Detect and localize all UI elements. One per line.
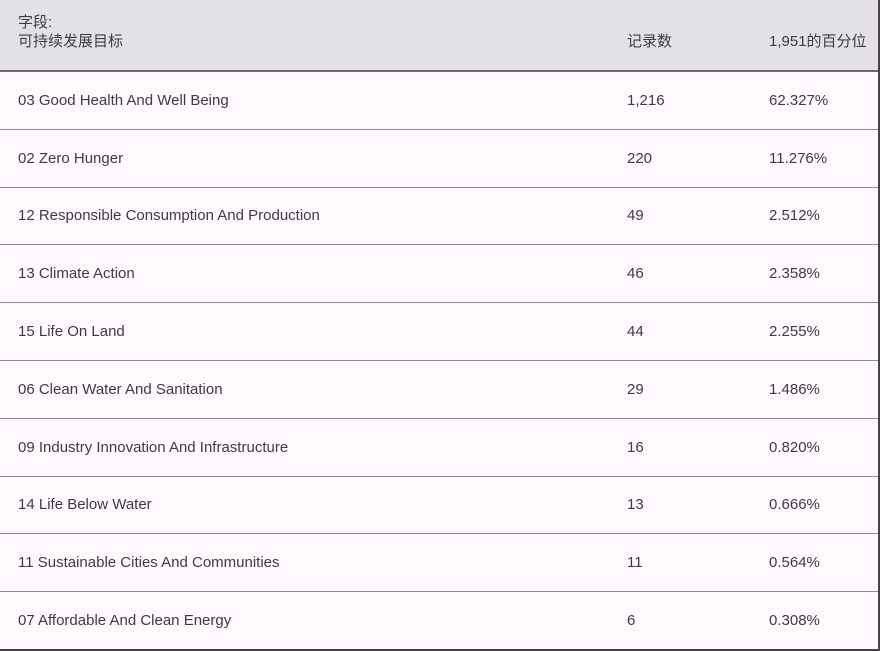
- row-label: 02 Zero Hunger: [18, 149, 124, 167]
- row-records-value: 13: [627, 496, 644, 514]
- table-row[interactable]: 07 Affordable And Clean Energy 6 0.308%: [0, 591, 878, 649]
- row-percent-value: 2.358%: [769, 265, 820, 283]
- row-percent-value: 2.512%: [769, 207, 820, 225]
- table-row[interactable]: 13 Climate Action 46 2.358%: [0, 244, 878, 303]
- column-header-field[interactable]: 字段: 可持续发展目标: [0, 13, 627, 70]
- row-percent-value: 0.820%: [769, 438, 820, 456]
- row-percent-value: 1.486%: [769, 380, 820, 398]
- table-row[interactable]: 12 Responsible Consumption And Productio…: [0, 186, 878, 245]
- row-percent-value: 2.255%: [769, 323, 820, 341]
- row-records-value: 1,216: [627, 91, 665, 109]
- row-label: 06 Clean Water And Sanitation: [18, 380, 223, 398]
- column-header-records[interactable]: 记录数: [627, 33, 673, 50]
- row-label: 13 Climate Action: [18, 265, 135, 283]
- row-records-value: 16: [627, 438, 644, 456]
- row-records-value: 220: [627, 149, 653, 167]
- row-label: 15 Life On Land: [18, 323, 125, 341]
- table-row[interactable]: 03 Good Health And Well Being 1,216 62.3…: [0, 72, 878, 129]
- row-label: 03 Good Health And Well Being: [18, 91, 229, 109]
- row-label: 07 Affordable And Clean Energy: [18, 612, 232, 630]
- column-header-percent[interactable]: 1,951的百分位: [769, 33, 867, 50]
- row-label: 11 Sustainable Cities And Communities: [18, 554, 280, 572]
- row-label: 14 Life Below Water: [18, 496, 152, 514]
- table-header-row: 字段: 可持续发展目标 记录数 1,951的百分位: [0, 0, 878, 72]
- row-percent-value: 0.308%: [769, 612, 820, 630]
- table-row[interactable]: 14 Life Below Water 13 0.666%: [0, 475, 878, 534]
- row-records-value: 6: [627, 612, 636, 630]
- table-row[interactable]: 09 Industry Innovation And Infrastructur…: [0, 417, 878, 476]
- row-percent-value: 0.564%: [769, 554, 820, 572]
- table-row[interactable]: 06 Clean Water And Sanitation 29 1.486%: [0, 359, 878, 418]
- table-row[interactable]: 15 Life On Land 44 2.255%: [0, 302, 878, 360]
- row-percent-value: 0.666%: [769, 496, 820, 514]
- table-body: 03 Good Health And Well Being 1,216 62.3…: [0, 72, 878, 649]
- field-name: 可持续发展目标: [18, 33, 124, 50]
- row-label: 09 Industry Innovation And Infrastructur…: [18, 438, 289, 456]
- row-percent-value: 11.276%: [769, 149, 828, 167]
- row-records-value: 49: [627, 207, 644, 225]
- row-label: 12 Responsible Consumption And Productio…: [18, 207, 320, 225]
- row-records-value: 46: [627, 265, 644, 283]
- row-records-value: 44: [627, 323, 644, 341]
- row-records-value: 11: [627, 554, 643, 572]
- row-percent-value: 62.327%: [769, 91, 829, 109]
- row-records-value: 29: [627, 380, 644, 398]
- field-caption: 字段:: [18, 14, 53, 31]
- table-row[interactable]: 02 Zero Hunger 220 11.276%: [0, 128, 878, 187]
- table-row[interactable]: 11 Sustainable Cities And Communities 11…: [0, 533, 878, 592]
